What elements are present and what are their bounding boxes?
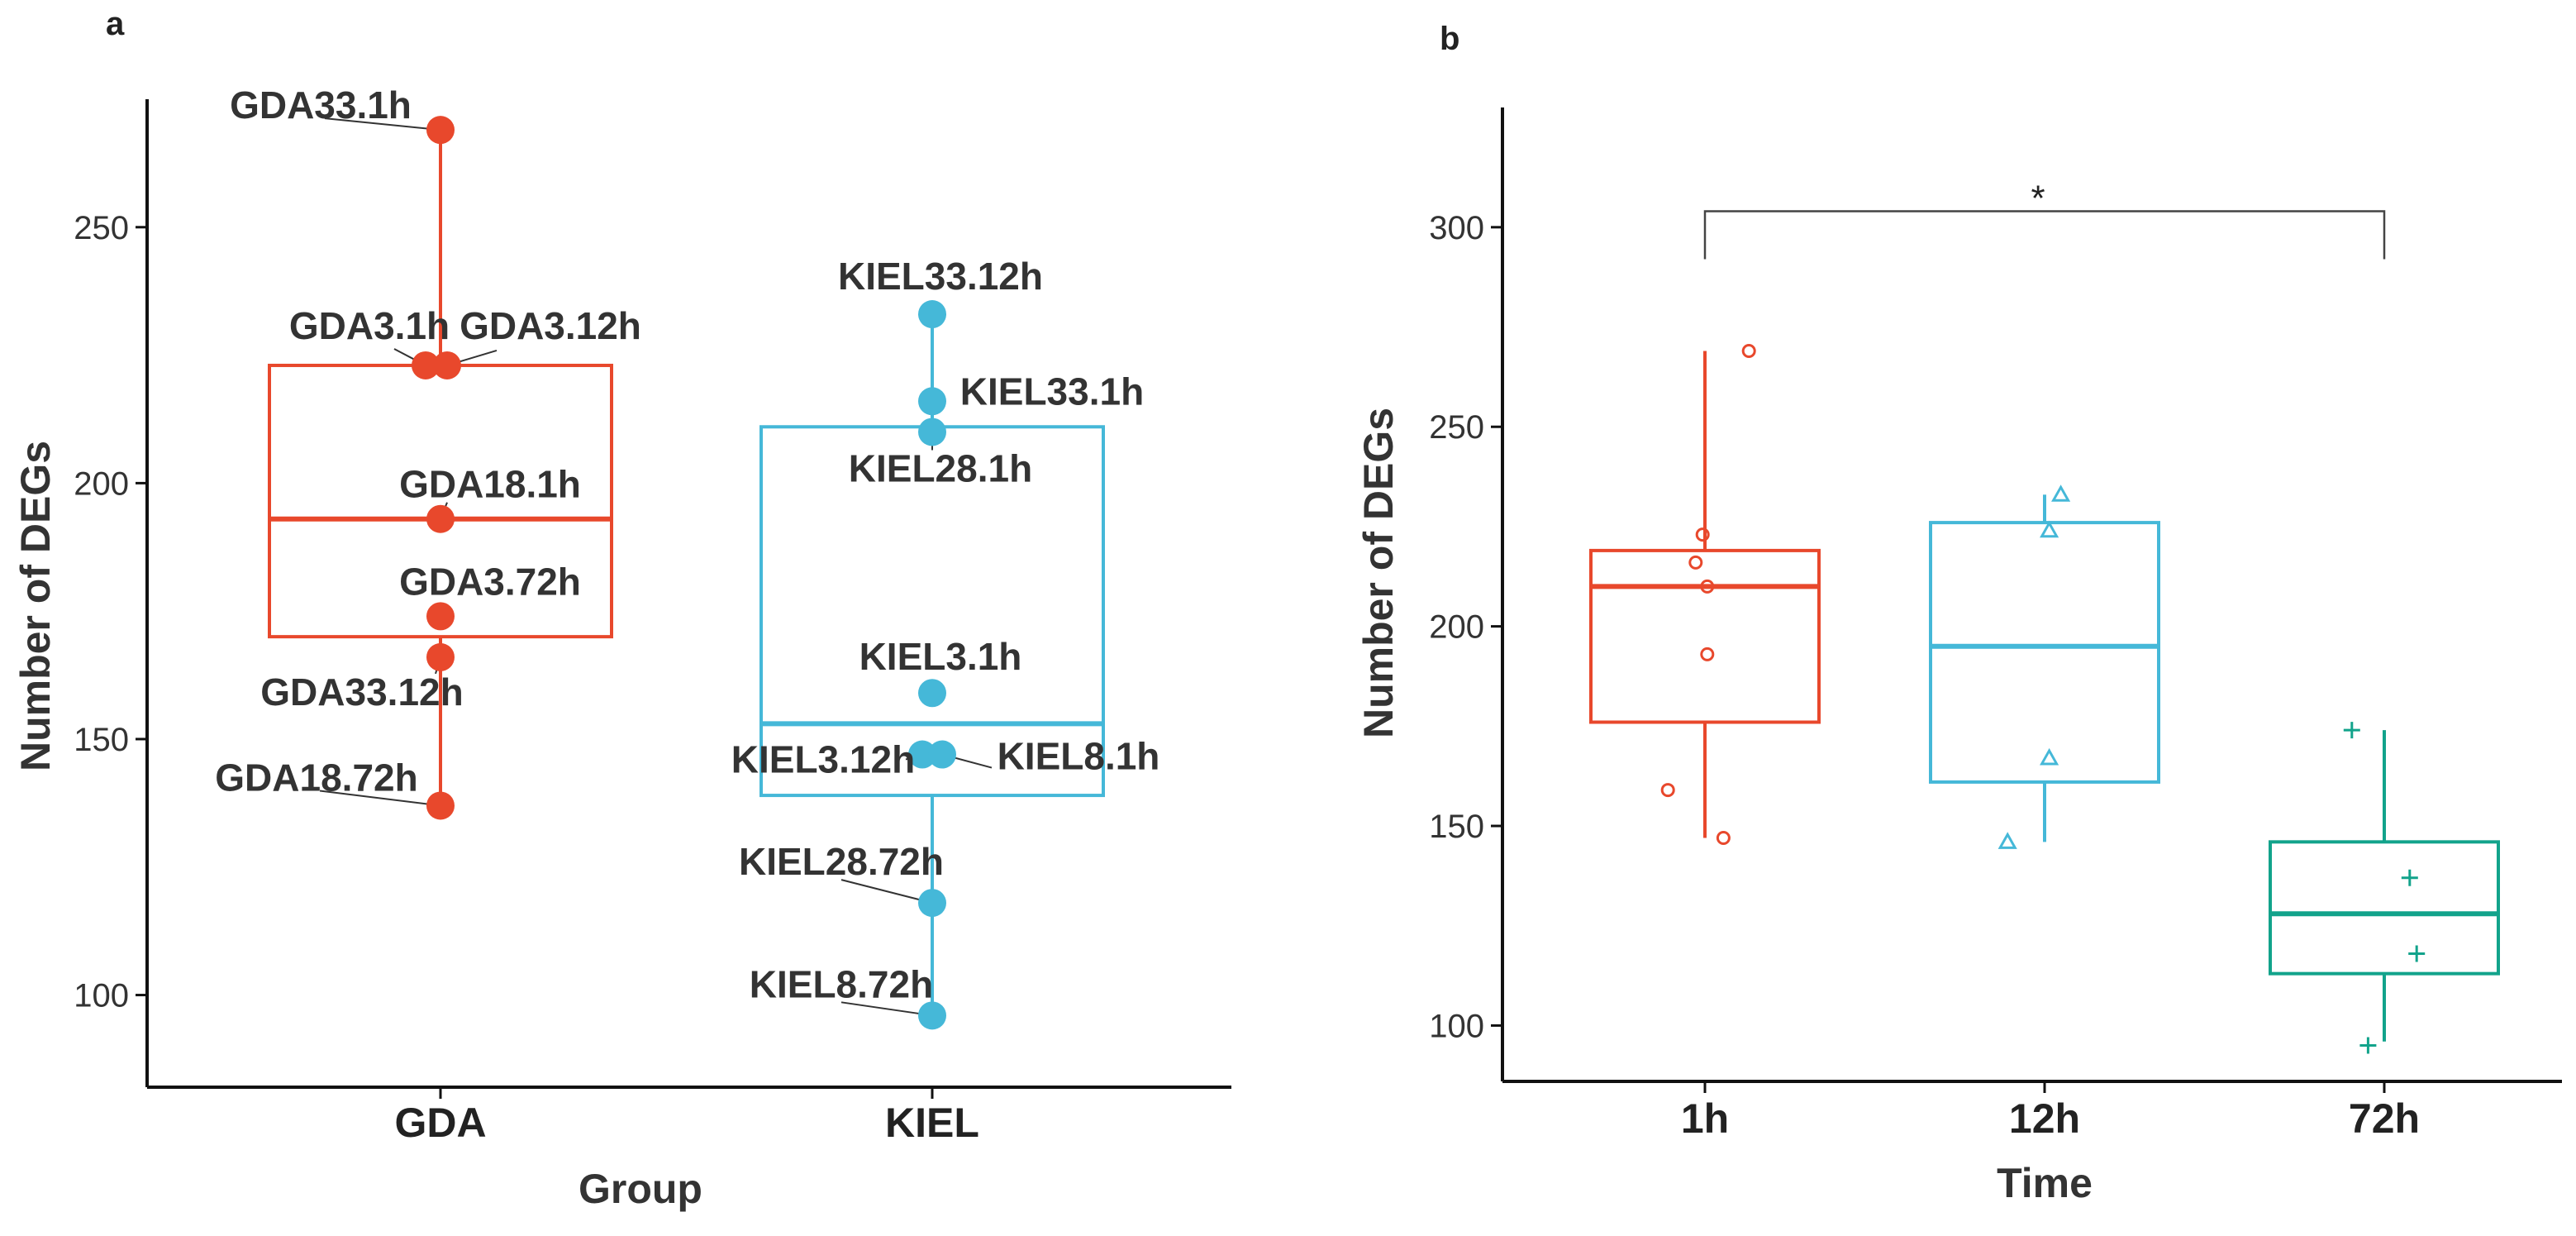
panel-a-data-point [918,300,946,329]
panel-b-y-tick-label: 150 [1429,809,1484,845]
panel-b-y-tick-label: 250 [1429,409,1484,446]
panel-a-point-label: GDA3.12h [459,304,641,347]
panel-a-x-axis-title: Group [579,1166,702,1212]
panel-a-data-point [918,889,946,918]
panel-a-y-tick-label: 100 [74,978,129,1014]
panel-a-data-point [426,116,455,145]
panel-b-y-tick-label: 100 [1429,1008,1484,1044]
panel-b-x-tick-label: 72h [2349,1095,2420,1142]
panel-b-y-tick-label: 300 [1429,210,1484,246]
panel-a-point-label: KIEL28.1h [849,446,1032,489]
panel-b-box [1929,521,2160,784]
panel-b-significance-bracket [1703,210,2386,260]
panel-a-x-tick-label: KIEL [885,1100,979,1146]
panel-a-letter: a [106,6,125,42]
panel-a-data-point [412,351,440,379]
panel-b-x-axis-title: Time [1997,1160,2093,1206]
panel-b-chart: Time Number of DEGs 100 150 200 250 300 1h 12h… [1355,107,2562,1206]
panel-a-data-point [928,740,956,769]
panel-b-data-point [1700,579,1715,594]
panel-b-data-point [2359,1037,2377,1054]
panel-a-point-label: KIEL3.1h [859,635,1022,678]
panel-b-data-point [1660,783,1675,798]
panel-a-leader-line [840,1001,933,1017]
panel-b-data-point [2051,484,2071,502]
panel-a-point-label: GDA18.1h [399,463,581,506]
panel-a-data-point [918,387,946,416]
panel-a-leader-line [319,790,441,807]
panel-b-significance-label: * [2031,179,2045,219]
panel-a-data-point [426,504,455,533]
panel-b-box [1589,548,1821,724]
panel-b-data-point [2401,869,2418,886]
panel-b-data-point [1741,344,1756,358]
panel-b-letter: b [1440,21,1459,57]
panel-a-point-label: GDA3.1h [289,304,450,347]
panel-a-leader-line [324,117,441,131]
panel-a-point-label: KIEL33.1h [960,370,1144,413]
panel-a-y-axis-title: Number of DEGs [12,441,59,771]
panel-a-point-label: KIEL33.12h [838,255,1043,298]
panel-a-data-point [918,679,946,708]
panel-b-data-point [1700,647,1715,661]
panel-b-x-tick-label: 12h [2009,1095,2080,1142]
panel-b-data-point [2040,520,2059,538]
panel-b-data-point [2343,722,2360,739]
panel-a-y-tick-label: 200 [74,465,129,502]
panel-a-data-point [433,351,461,379]
panel-b-y-axis-title: Number of DEGs [1355,408,1402,738]
panel-a-data-point [426,791,455,820]
panel-b-data-point [2408,945,2426,962]
panel-a-x-tick-label: GDA [394,1100,486,1146]
panel-a-data-point [426,602,455,631]
panel-a-data-point [426,642,455,671]
panel-a-data-point [908,740,936,769]
panel-b-data-point [1997,832,2017,849]
panel-a-y-tick-label: 250 [74,210,129,246]
panel-a-point-label: KIEL3.12h [731,738,915,781]
panel-a-data-point [918,1001,946,1030]
panel-a-data-point [918,418,946,446]
panel-a-point-label: GDA3.72h [399,560,581,603]
panel-b-data-point [1695,527,1710,542]
panel-a-point-label: GDA33.1h [230,84,412,126]
panel-b-y-tick-label: 200 [1429,609,1484,646]
panel-a-leader-line [840,879,933,904]
panel-b-x-tick-label: 1h [1681,1095,1729,1142]
panel-a-point-label: KIEL28.72h [739,840,944,883]
panel-a-point-label: GDA18.72h [215,756,417,799]
panel-b-box [2269,840,2500,976]
panel-b-data-point [1688,555,1703,570]
panel-a-y-tick-label: 150 [74,722,129,758]
panel-a-point-label: GDA33.12h [260,670,463,713]
panel-a-point-label: KIEL8.1h [998,735,1160,778]
panel-a-point-label: KIEL8.72h [750,962,933,1005]
panel-b-data-point [1716,831,1731,845]
panel-b-data-point [2040,747,2059,766]
panel-a-chart: Group Number of DEGs 100 150 200 250 GDA KIEL… [12,84,1231,1212]
